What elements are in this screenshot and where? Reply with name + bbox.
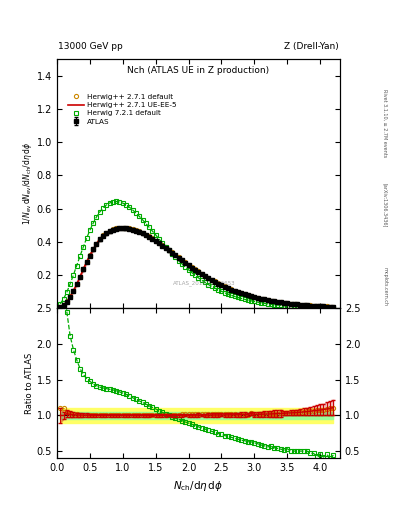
Herwig++ 2.7.1 UE-EE-5 xyxy=(74,281,79,287)
Herwig++ 2.7.1 default xyxy=(58,304,62,310)
Herwig++ 2.7.1 default xyxy=(61,302,66,308)
Line: Herwig 7.2.1 default: Herwig 7.2.1 default xyxy=(58,199,336,310)
Herwig++ 2.7.1 default xyxy=(268,297,273,304)
Herwig++ 2.7.1 default xyxy=(74,281,79,287)
Text: 13000 GeV pp: 13000 GeV pp xyxy=(58,42,123,51)
Herwig 7.2.1 default xyxy=(61,296,66,302)
Text: Rivet 3.1.10, ≥ 2.7M events: Rivet 3.1.10, ≥ 2.7M events xyxy=(383,89,387,157)
Text: mcplots.cern.ch: mcplots.cern.ch xyxy=(383,267,387,306)
Herwig++ 2.7.1 UE-EE-5 xyxy=(268,297,273,304)
Herwig 7.2.1 default xyxy=(58,301,62,307)
X-axis label: $N_{\rm ch}/{\rm d}\eta\,{\rm d}\phi$: $N_{\rm ch}/{\rm d}\eta\,{\rm d}\phi$ xyxy=(173,479,224,493)
Text: [arXiv:1306.3436]: [arXiv:1306.3436] xyxy=(383,183,387,227)
Herwig++ 2.7.1 UE-EE-5 xyxy=(196,269,201,275)
Herwig 7.2.1 default xyxy=(328,305,332,311)
Line: Herwig++ 2.7.1 UE-EE-5: Herwig++ 2.7.1 UE-EE-5 xyxy=(60,228,333,307)
Herwig++ 2.7.1 UE-EE-5 xyxy=(58,304,62,310)
Legend: Herwig++ 2.7.1 default, Herwig++ 2.7.1 UE-EE-5, Herwig 7.2.1 default, ATLAS: Herwig++ 2.7.1 default, Herwig++ 2.7.1 U… xyxy=(66,93,178,126)
Herwig++ 2.7.1 default xyxy=(331,304,336,310)
Herwig++ 2.7.1 UE-EE-5 xyxy=(61,302,66,308)
Herwig++ 2.7.1 default xyxy=(196,268,201,274)
Text: ATLAS_2019_I1736653: ATLAS_2019_I1736653 xyxy=(173,281,235,286)
Herwig++ 2.7.1 UE-EE-5 xyxy=(183,260,188,266)
Herwig++ 2.7.1 UE-EE-5 xyxy=(120,225,125,231)
Herwig 7.2.1 default xyxy=(183,264,188,270)
Herwig++ 2.7.1 default xyxy=(120,225,125,231)
Y-axis label: Ratio to ATLAS: Ratio to ATLAS xyxy=(25,353,34,414)
Text: Z (Drell-Yan): Z (Drell-Yan) xyxy=(284,42,339,51)
Herwig++ 2.7.1 default xyxy=(282,300,286,306)
Herwig 7.2.1 default xyxy=(74,263,79,269)
Herwig++ 2.7.1 default xyxy=(183,259,188,265)
Herwig++ 2.7.1 UE-EE-5 xyxy=(282,300,286,306)
Text: Nch (ATLAS UE in Z production): Nch (ATLAS UE in Z production) xyxy=(127,67,270,75)
Y-axis label: $1/N_{\rm ev}\,{\rm d}N_{\rm ev}/{\rm d}N_{\rm ch}/{\rm d}\eta\,{\rm d}\phi$: $1/N_{\rm ev}\,{\rm d}N_{\rm ev}/{\rm d}… xyxy=(21,142,34,225)
Herwig 7.2.1 default xyxy=(282,303,286,309)
Herwig 7.2.1 default xyxy=(331,305,336,311)
Herwig++ 2.7.1 UE-EE-5 xyxy=(331,304,336,310)
Herwig 7.2.1 default xyxy=(268,301,273,307)
Line: Herwig++ 2.7.1 default: Herwig++ 2.7.1 default xyxy=(58,226,336,309)
Herwig 7.2.1 default xyxy=(196,275,201,281)
Herwig 7.2.1 default xyxy=(114,199,119,205)
